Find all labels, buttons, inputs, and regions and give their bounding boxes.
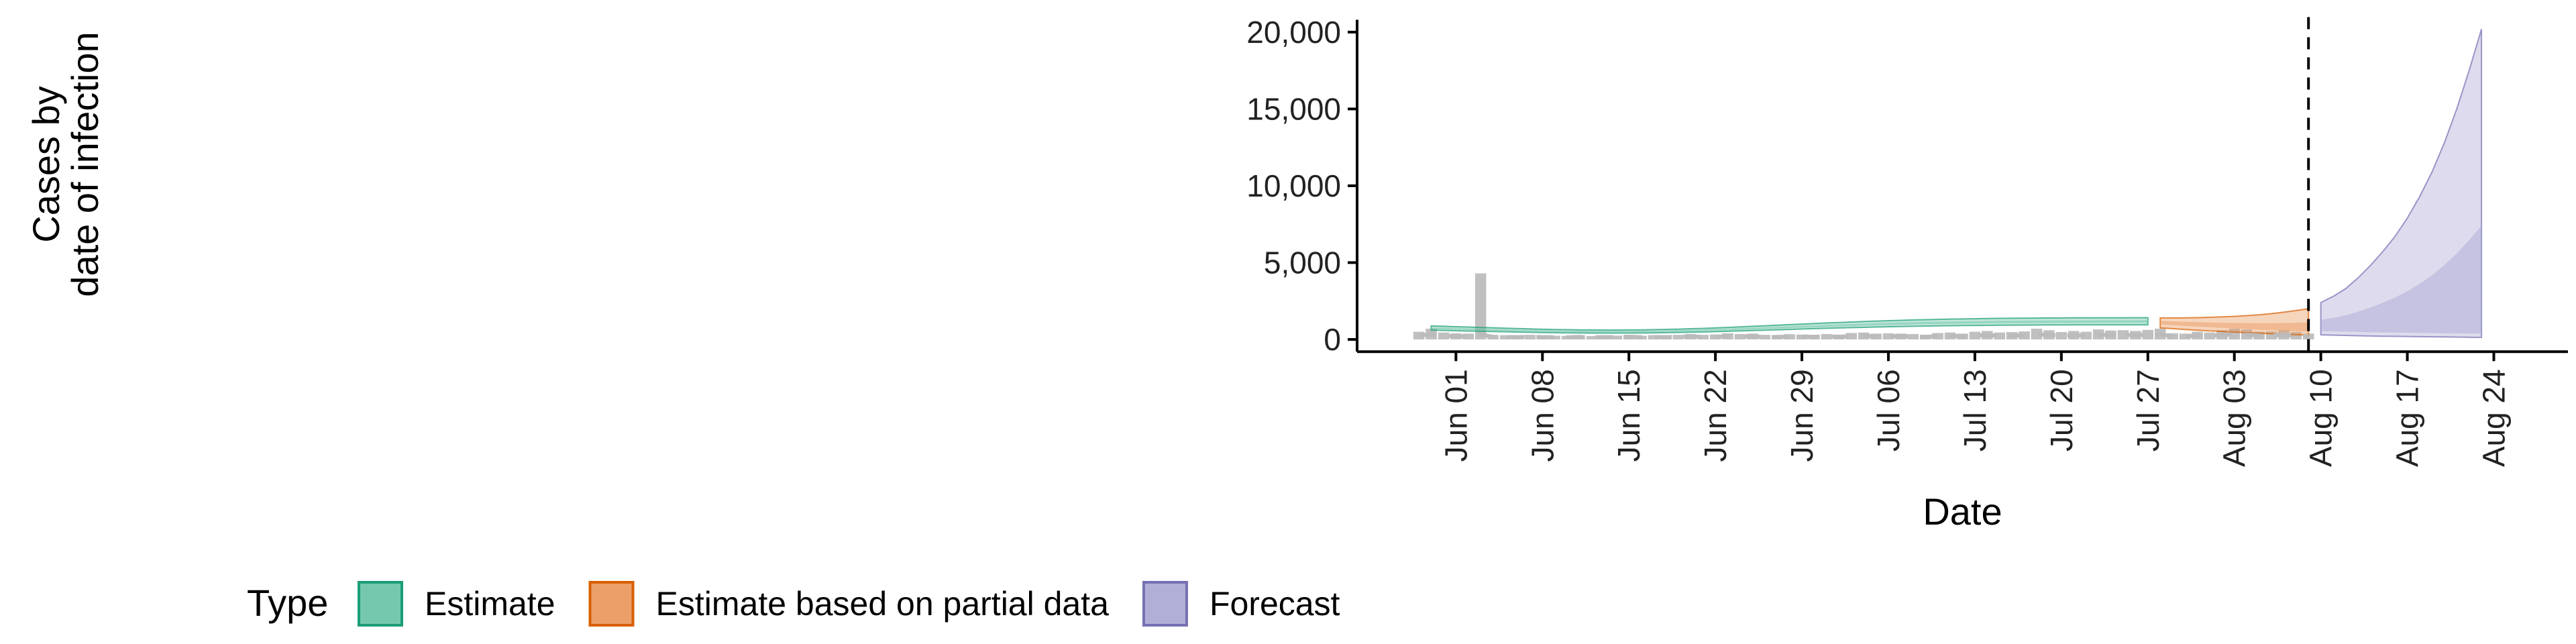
ribbon-estimate: [1430, 317, 2149, 334]
x-tick-label: Aug 10: [2304, 369, 2339, 467]
reported-case-bar: [1907, 333, 1919, 339]
reported-case-bar: [1524, 335, 1536, 339]
reported-case-bar: [1882, 333, 1894, 339]
x-tick-label: Jun 15: [1611, 369, 1646, 462]
y-tick-label: 5,000: [1264, 245, 1341, 280]
legend: Type Estimate Estimate based on partial d…: [247, 581, 1340, 627]
reported-case-bar: [1462, 333, 1474, 339]
x-tick-label: Aug 24: [2476, 369, 2511, 467]
y-tick-label: 15,000: [1246, 91, 1341, 126]
reported-case-bar: [2080, 331, 2092, 339]
reported-case-bar: [1796, 334, 1808, 339]
y-axis-title-line-2: date of infection: [64, 32, 106, 297]
reported-case-bar: [2265, 331, 2277, 339]
reported-case-bar: [1648, 335, 1660, 339]
x-tick-label: Jul 06: [1871, 369, 1906, 451]
reported-case-bar: [1734, 333, 1746, 339]
reported-case-bar: [1549, 335, 1560, 339]
legend-label: Estimate based on partial data: [656, 585, 1110, 623]
reported-case-bar: [2302, 333, 2314, 339]
ribbon-inner-forecast: [2320, 225, 2482, 334]
reported-case-bar: [2142, 329, 2154, 339]
reported-case-bar: [2055, 331, 2068, 339]
x-tick-label: Jun 08: [1525, 369, 1560, 462]
y-tick-label: 10,000: [1246, 168, 1341, 203]
reported-case-bar: [1932, 333, 1943, 339]
legend-label: Estimate: [425, 585, 555, 623]
reported-case-bar: [2179, 333, 2191, 339]
legend-label: Forecast: [1210, 585, 1340, 623]
legend-title: Type: [247, 582, 328, 624]
ribbon-inner-estimate-based-on-partial-data: [2160, 321, 2309, 332]
y-axis-title-line-1: Cases by: [25, 86, 67, 242]
x-axis-ticks: Jun 01 Jun 08 Jun 15 Jun 22 Jun 29 Jul 06 Jul …: [1438, 352, 2511, 467]
y-tick-label: 20,000: [1246, 15, 1341, 50]
legend-swatch: [1142, 581, 1188, 627]
x-tick-label: Jun 01: [1438, 369, 1473, 462]
y-axis-ticks: 0 5,000 10,000 15,000 20,000: [1246, 15, 1357, 357]
reported-trend-line: [1418, 332, 2309, 339]
reported-case-bar: [1413, 331, 1425, 339]
legend-swatch: [358, 581, 403, 627]
reported-case-bar: [1586, 335, 1598, 339]
x-tick-label: Jun 29: [1784, 369, 1819, 462]
reported-case-bar: [1611, 335, 1623, 339]
reported-case-bar: [1672, 335, 1684, 339]
x-tick-label: Jun 22: [1698, 369, 1733, 462]
reported-case-bar: [1759, 335, 1771, 339]
ribbon-inner-estimate: [1431, 320, 2148, 333]
reported-case-bar: [1969, 331, 1981, 339]
ribbon-forecast: [2320, 29, 2483, 339]
plot-area: [1413, 17, 2483, 352]
reported-case-bar: [2031, 328, 2043, 339]
reported-case-bar: [2290, 331, 2302, 339]
y-tick-label: 0: [1324, 322, 1341, 357]
reported-case-bar: [1499, 335, 1511, 339]
legend-swatch: [588, 581, 635, 627]
reported-case-bar: [1438, 332, 1450, 339]
x-tick-label: Aug 03: [2217, 369, 2252, 467]
reported-case-bar: [1845, 333, 1858, 339]
x-tick-label: Aug 17: [2390, 369, 2425, 467]
reported-case-bar: [2117, 330, 2129, 339]
x-tick-label: Jul 13: [1957, 369, 1992, 451]
x-axis-title: Date: [1923, 490, 2002, 533]
reported-case-bar: [2204, 332, 2216, 339]
x-tick-label: Jul 20: [2044, 369, 2079, 451]
x-tick-label: Jul 27: [2131, 369, 2165, 451]
reported-case-bar: [1697, 335, 1709, 339]
reported-case-bar: [1994, 332, 2006, 339]
reported-case-bar: [1821, 333, 1833, 339]
reported-case-bar: [1474, 273, 1487, 339]
